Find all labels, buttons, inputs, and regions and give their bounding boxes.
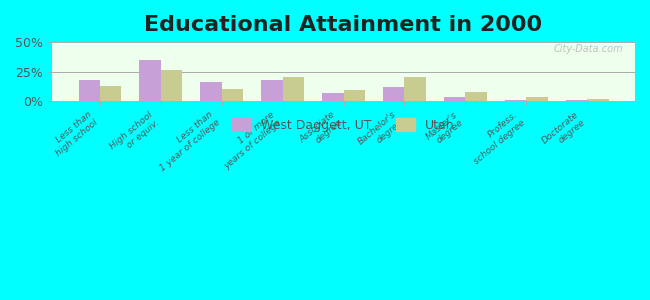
Legend: West Daggett, UT, Utah: West Daggett, UT, Utah — [227, 113, 460, 137]
Bar — [526, 98, 547, 101]
Bar — [79, 80, 100, 101]
Text: City-Data.com: City-Data.com — [554, 44, 623, 54]
Bar — [322, 93, 343, 101]
Bar — [404, 77, 426, 101]
Bar — [140, 60, 161, 101]
Bar — [343, 90, 365, 101]
Bar — [200, 82, 222, 101]
Bar — [100, 85, 121, 101]
Bar — [566, 100, 587, 101]
Bar — [222, 89, 243, 101]
Bar — [283, 77, 304, 101]
Bar — [465, 92, 487, 101]
Bar — [444, 98, 465, 101]
Title: Educational Attainment in 2000: Educational Attainment in 2000 — [144, 15, 543, 35]
Bar — [383, 87, 404, 101]
Bar — [261, 80, 283, 101]
Bar — [161, 70, 182, 101]
Bar — [587, 99, 608, 101]
Bar — [505, 100, 526, 101]
